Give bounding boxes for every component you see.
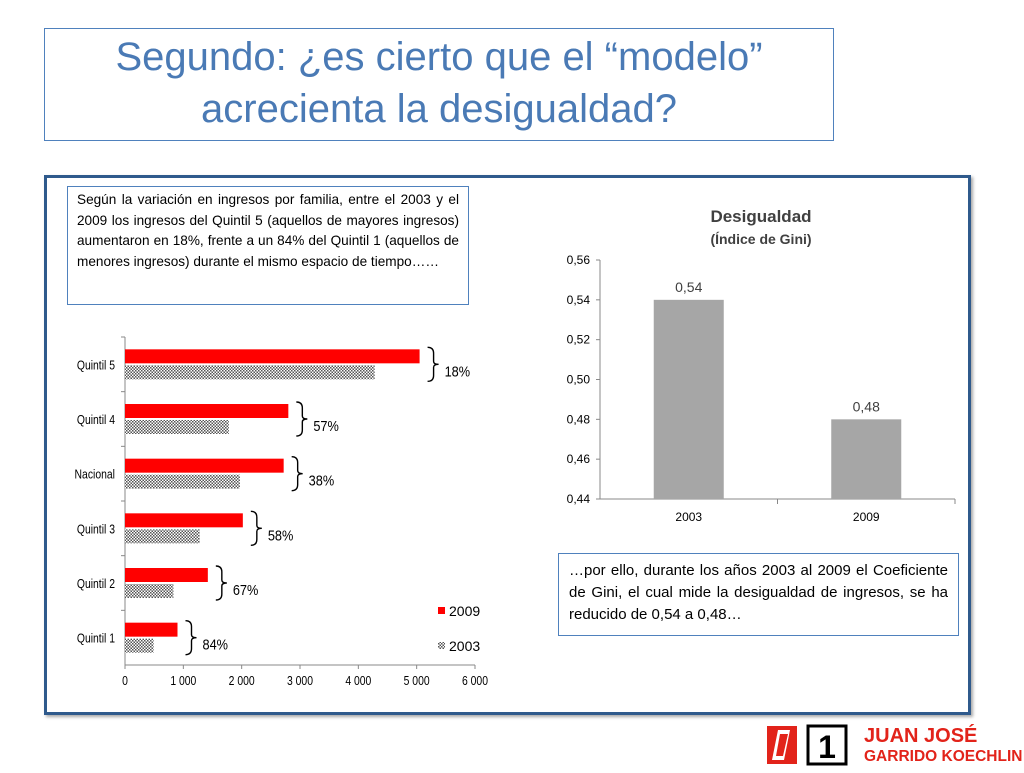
title-box: Segundo: ¿es cierto que el “modelo” acre… — [44, 28, 834, 141]
right-explanation-text: …por ello, durante los años 2003 al 2009… — [558, 553, 959, 636]
logo-line2: GARRIDO KOECHLIN — [864, 748, 1022, 765]
chart-title: Desigualdad — [710, 207, 811, 226]
x-tick-label: 0 — [122, 674, 128, 688]
x-tick-label: 6 000 — [462, 674, 488, 688]
legend-swatch-2009 — [438, 607, 445, 614]
x-tick-label: 2003 — [675, 510, 702, 524]
bar-2009 — [125, 622, 178, 637]
chart-subtitle: (Índice de Gini) — [710, 231, 811, 247]
logo: 1 JUAN JOSÉ GARRIDO KOECHLIN — [764, 720, 1024, 768]
left-explanation-text: Según la variación en ingresos por famil… — [67, 186, 469, 305]
bar-2003 — [125, 529, 200, 544]
percent-annotation: 58% — [268, 526, 294, 543]
bar-2003 — [125, 584, 174, 598]
bar-2009 — [125, 513, 243, 528]
bar-2009 — [125, 349, 420, 364]
brace — [250, 510, 262, 547]
y-tick-label: 0,54 — [567, 293, 591, 307]
x-tick-label: 3 000 — [287, 674, 313, 688]
category-label: Quintil 3 — [77, 522, 116, 536]
brace — [296, 401, 308, 437]
logo-line1: JUAN JOSÉ — [864, 724, 977, 747]
x-tick-label: 4 000 — [345, 674, 371, 688]
category-label: Quintil 4 — [77, 413, 116, 427]
percent-annotation: 18% — [445, 362, 471, 379]
percent-annotation: 38% — [309, 472, 335, 489]
y-tick-label: 0,46 — [567, 452, 591, 466]
brace — [291, 455, 303, 492]
income-quintile-chart: 0 1 000 2 000 3 000 4 000 5 000 6 000 Quintil 5… — [75, 336, 488, 688]
x-tick-label: 2 000 — [229, 674, 255, 688]
y-tick-label: 0,50 — [567, 373, 591, 387]
logo-number: 1 — [818, 729, 836, 765]
bar-2003 — [125, 420, 229, 434]
y-tick-label: 0,52 — [567, 333, 591, 347]
logo-mark: 1 JUAN JOSÉ GARRIDO KOECHLIN — [767, 724, 1022, 766]
y-tick-label: 0,44 — [567, 492, 591, 506]
gini-chart: Desigualdad (Índice de Gini) 0,44 0,46 0,48 0… — [567, 207, 956, 524]
percent-annotation: 57% — [313, 417, 339, 434]
x-tick-label: 1 000 — [170, 674, 196, 688]
data-label: 0,54 — [675, 279, 702, 295]
category-label: Nacional — [75, 468, 115, 482]
legend-label-2009: 2009 — [449, 603, 480, 619]
legend-label-2003: 2003 — [449, 638, 480, 654]
legend-swatch-2003 — [438, 642, 445, 649]
percent-annotation: 67% — [233, 581, 259, 598]
brace — [185, 619, 197, 656]
x-tick-label: 5 000 — [404, 674, 430, 688]
y-tick-label: 0,56 — [567, 253, 591, 267]
bar-2009 — [125, 458, 284, 473]
bar-2003 — [125, 474, 240, 489]
bar-2003 — [125, 638, 154, 653]
gini-bar — [653, 299, 724, 499]
bar-2009 — [125, 404, 289, 418]
content-panel — [44, 175, 971, 715]
data-label: 0,48 — [853, 398, 880, 414]
x-tick-label: 2009 — [853, 510, 880, 524]
category-label: Quintil 1 — [77, 632, 115, 646]
brace — [215, 565, 227, 601]
bar-2003 — [125, 365, 375, 380]
brace — [427, 346, 439, 383]
percent-annotation: 84% — [203, 636, 229, 653]
bar-2009 — [125, 568, 208, 582]
y-tick-label: 0,48 — [567, 412, 591, 426]
category-label: Quintil 5 — [77, 358, 116, 372]
page-title-line2: acrecienta la desigualdad? — [201, 87, 677, 131]
page-title-line1: Segundo: ¿es cierto que el “modelo” — [115, 35, 763, 79]
gini-bar — [831, 419, 902, 499]
category-label: Quintil 2 — [77, 577, 115, 591]
